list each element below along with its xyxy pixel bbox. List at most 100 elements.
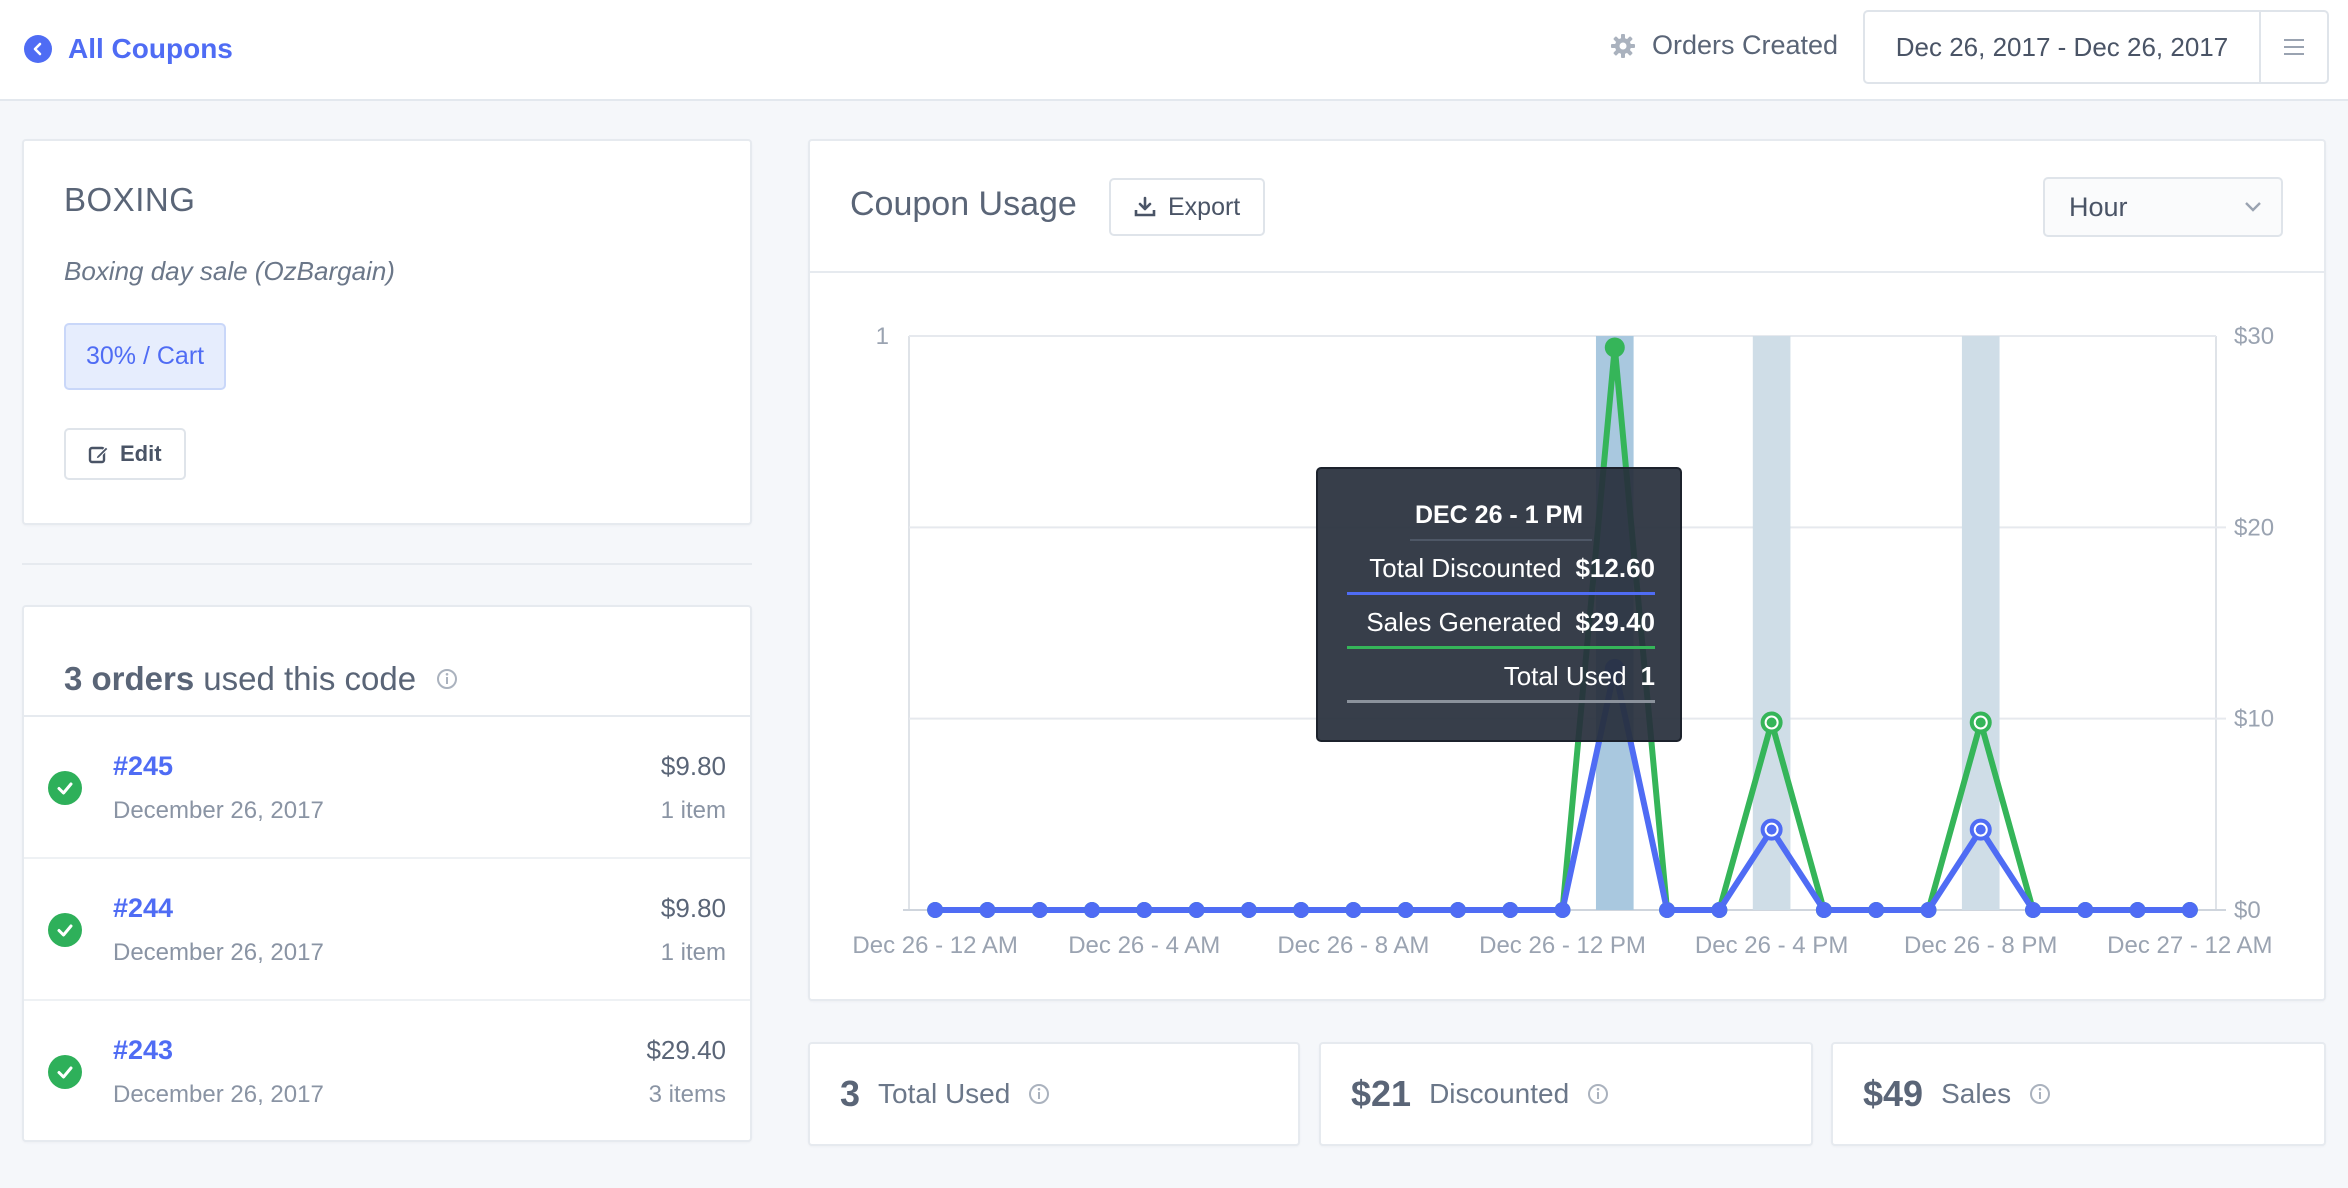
x-tick-label: Dec 26 - 12 PM (1479, 932, 1646, 959)
data-point (1397, 902, 1414, 918)
order-date: December 26, 2017 (113, 797, 324, 824)
info-icon[interactable] (1028, 1083, 1050, 1105)
order-link[interactable]: #244 (113, 893, 174, 923)
tooltip-row-used: Total Used 1 (1347, 661, 1655, 703)
edit-icon (88, 446, 109, 464)
order-date: December 26, 2017 (113, 1081, 324, 1108)
edit-button[interactable]: Edit (64, 428, 186, 480)
data-point (1920, 902, 1937, 918)
data-point (1554, 902, 1571, 918)
data-point (1868, 902, 1885, 918)
tooltip-label: Sales Generated (1366, 607, 1562, 637)
hamburger-icon (2284, 39, 2304, 55)
data-point (1188, 902, 1205, 918)
order-link[interactable]: #243 (113, 1035, 174, 1065)
data-point (1345, 902, 1362, 918)
tooltip-separator (1410, 539, 1592, 541)
order-total: $29.40 (646, 1035, 726, 1065)
check-circle-icon (48, 771, 82, 805)
order-date: December 26, 2017 (113, 939, 324, 966)
stat-value: $49 (1863, 1073, 1924, 1114)
discount-badge: 30% / Cart (64, 323, 227, 390)
tooltip-value: $29.40 (1575, 607, 1655, 637)
x-tick-label: Dec 26 - 8 AM (1277, 932, 1429, 959)
stat-total-used: 3 Total Used (808, 1042, 1300, 1146)
date-filter-type[interactable]: Orders Created (1610, 30, 1838, 61)
y-left-tick-label: 1 (876, 323, 889, 350)
period-select-value: Hour (2069, 191, 2128, 222)
orders-count: 3 orders (64, 660, 195, 697)
info-icon[interactable] (1587, 1083, 1609, 1105)
edit-button-label: Edit (120, 441, 162, 466)
orders-heading-suffix: used this code (203, 660, 417, 697)
data-point (1604, 337, 1625, 358)
tooltip-value: 1 (1640, 661, 1655, 691)
data-point (2129, 902, 2146, 918)
export-button-label: Export (1168, 192, 1241, 221)
gear-icon (1610, 33, 1636, 59)
chart-tooltip: DEC 26 - 1 PM Total Discounted $12.60 Sa… (1316, 467, 1682, 742)
order-row[interactable]: #244 December 26, 2017 $9.80 1 item (24, 859, 750, 1001)
stat-label: Sales (1941, 1078, 2012, 1109)
order-item-count: 1 item (660, 939, 726, 966)
order-item-count: 1 item (660, 797, 726, 824)
check-circle-icon (48, 1055, 82, 1089)
tooltip-value: $12.60 (1575, 553, 1655, 583)
chevron-down-icon (2245, 202, 2261, 212)
order-row[interactable]: #243 December 26, 2017 $29.40 3 items (24, 1001, 750, 1143)
info-icon[interactable] (436, 668, 458, 690)
tooltip-row-sales: Sales Generated $29.40 (1347, 607, 1655, 649)
x-tick-label: Dec 26 - 12 AM (852, 932, 1017, 959)
stat-label: Total Used (878, 1078, 1011, 1109)
stat-label: Discounted (1429, 1078, 1570, 1109)
coupon-description: Boxing day sale (OzBargain) (64, 256, 395, 286)
data-point-center (1975, 717, 1986, 728)
data-point (927, 902, 944, 918)
data-point (1240, 902, 1257, 918)
coupon-usage-chart[interactable]: $0 $10 $20 $30 1 Dec 26 - 12 AM Dec 26 - 4 AM D… (808, 272, 2298, 992)
data-point (1711, 902, 1728, 918)
y-right-tick-label: $20 (2234, 514, 2274, 541)
data-point-center (1975, 824, 1986, 835)
data-point (1815, 902, 1832, 918)
order-row[interactable]: #245 December 26, 2017 $9.80 1 item (24, 717, 750, 859)
data-point (2025, 902, 2042, 918)
period-select[interactable]: Hour (2043, 177, 2283, 237)
date-range-value[interactable]: Dec 26, 2017 - Dec 26, 2017 (1865, 12, 2261, 82)
y-right-tick-label: $30 (2234, 323, 2274, 350)
tooltip-label: Total Discounted (1369, 553, 1562, 583)
x-tick-label: Dec 26 - 4 PM (1695, 932, 1848, 959)
usage-bar (1961, 336, 2000, 910)
check-circle-icon (48, 913, 82, 947)
order-item-count: 3 items (648, 1081, 726, 1108)
tooltip-label: Total Used (1503, 661, 1627, 691)
data-point-center (1766, 717, 1777, 728)
date-range-picker[interactable]: Dec 26, 2017 - Dec 26, 2017 (1863, 10, 2329, 84)
y-right-tick-label: $0 (2234, 897, 2261, 924)
top-bar: All Coupons Orders Created D (0, 0, 2348, 101)
order-link[interactable]: #245 (113, 751, 174, 781)
data-point (1502, 902, 1519, 918)
menu-button[interactable] (2261, 12, 2327, 82)
usage-bar (1752, 336, 1791, 910)
tooltip-row-discounted: Total Discounted $12.60 (1347, 553, 1655, 595)
x-tick-label: Dec 26 - 8 PM (1904, 932, 2057, 959)
export-button[interactable]: Export (1109, 178, 1266, 236)
data-point (1449, 902, 1466, 918)
usage-header: Coupon Usage Export Hour (810, 141, 2324, 273)
data-point (979, 902, 996, 918)
data-point (1031, 902, 1048, 918)
stat-value: $21 (1351, 1073, 1412, 1114)
info-icon[interactable] (2029, 1083, 2051, 1105)
stat-discounted: $21 Discounted (1319, 1042, 1813, 1146)
data-point (1136, 902, 1153, 918)
orders-card: 3 orders used this code #245 December 26,… (22, 605, 752, 1142)
order-list: #245 December 26, 2017 $9.80 1 item #244 Dece… (24, 717, 750, 1143)
y-right-tick-label: $10 (2234, 706, 2274, 733)
data-point (1083, 902, 1100, 918)
stat-sales: $49 Sales (1831, 1042, 2326, 1146)
all-coupons-back-link[interactable]: All Coupons (24, 33, 233, 65)
stat-value: 3 (840, 1073, 861, 1114)
order-total: $9.80 (660, 751, 726, 781)
data-point (2181, 902, 2198, 918)
